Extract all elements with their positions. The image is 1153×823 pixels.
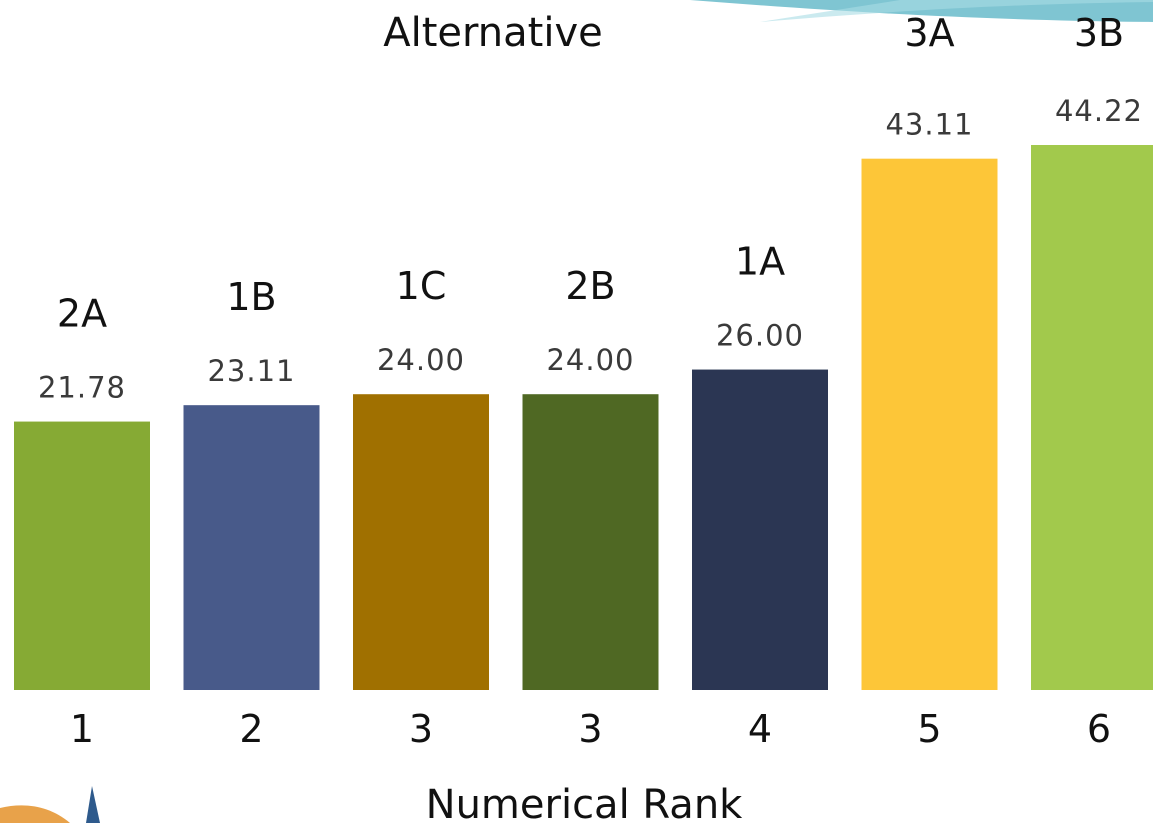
value-label: 24.00: [377, 343, 465, 377]
rank-tick-label: 3: [578, 707, 602, 751]
value-labels-group: 21.78 23.11 24.00 24.00 26.00 43.11 44.22: [38, 94, 1143, 405]
rank-tick-label: 2: [239, 707, 263, 751]
bar-3a: [861, 158, 998, 690]
alternative-label: 2B: [565, 264, 615, 308]
value-label: 23.11: [207, 354, 295, 388]
value-label: 21.78: [38, 371, 126, 405]
bar-1b: [183, 405, 320, 690]
value-label: 43.11: [885, 108, 973, 142]
bar-2b: [522, 394, 659, 690]
x-axis-title: Numerical Rank: [426, 782, 744, 823]
alternative-label: 3A: [904, 11, 954, 55]
alternative-labels-group: 2A 1B 1C 2B 1A 3A 3B: [57, 11, 1124, 336]
bars-group: [14, 145, 1153, 690]
alternative-label: 1B: [226, 275, 276, 319]
bar-1c: [353, 394, 489, 690]
alternative-label: 1A: [735, 240, 785, 284]
header-wave-decoration: [690, 0, 1153, 22]
value-label: 44.22: [1055, 94, 1143, 128]
rank-tick-label: 3: [409, 707, 433, 751]
bar-1a: [692, 369, 828, 690]
rank-labels-group: 1 2 3 3 4 5 6: [70, 707, 1111, 751]
alternative-label: 1C: [396, 264, 447, 308]
bar-3b: [1031, 145, 1153, 690]
bar-2a: [14, 421, 150, 690]
rank-tick-label: 1: [70, 707, 94, 751]
rank-tick-label: 4: [748, 707, 772, 751]
alternative-label: 2A: [57, 292, 107, 336]
logo-fragment: [0, 786, 100, 823]
value-label: 24.00: [546, 343, 634, 377]
rank-tick-label: 5: [917, 707, 941, 751]
rank-tick-label: 6: [1087, 707, 1111, 751]
value-label: 26.00: [716, 319, 804, 353]
chart-title: Alternative: [383, 10, 602, 56]
alternative-label: 3B: [1074, 11, 1124, 55]
